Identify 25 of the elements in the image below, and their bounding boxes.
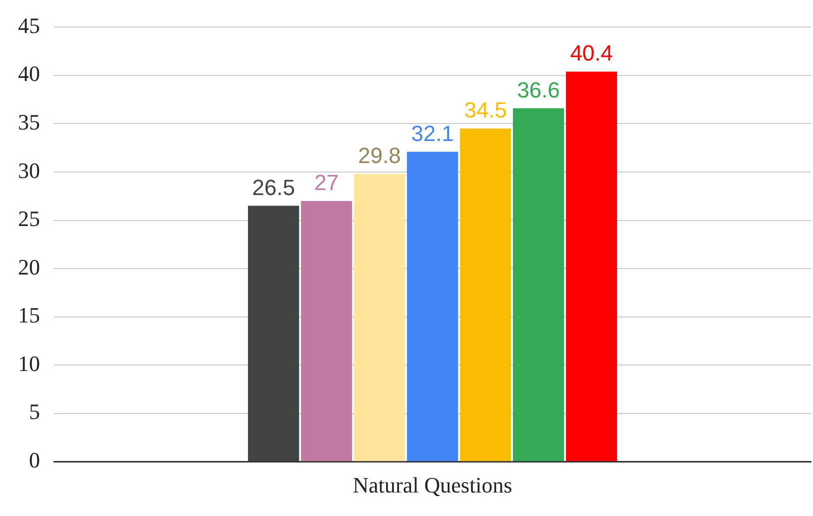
data-label: 29.8: [358, 142, 401, 168]
y-tick-label: 40: [18, 61, 40, 86]
y-tick-label: 15: [18, 302, 40, 328]
bar: [354, 174, 406, 462]
data-label: 26.5: [252, 174, 295, 200]
data-label: 32.1: [411, 120, 454, 146]
y-tick-label: 30: [18, 158, 40, 183]
y-tick-label: 45: [18, 12, 40, 38]
x-tick-label: Natural Questions: [352, 472, 512, 498]
data-label: 40.4: [570, 40, 613, 66]
y-tick-label: 20: [18, 254, 40, 280]
data-label: 27: [314, 170, 339, 196]
data-label: 34.5: [464, 98, 507, 123]
bar: [300, 200, 352, 462]
y-tick-label: 5: [29, 399, 40, 424]
y-tick-label: 0: [29, 447, 40, 472]
bar: [460, 128, 512, 462]
bar: [512, 108, 564, 462]
bar: [566, 72, 618, 462]
y-tick-label: 35: [18, 110, 40, 135]
data-label: 36.6: [517, 77, 560, 102]
y-tick-label: 10: [18, 350, 40, 376]
bar: [406, 152, 458, 462]
bar: [248, 206, 300, 462]
y-tick-label: 25: [18, 206, 40, 232]
